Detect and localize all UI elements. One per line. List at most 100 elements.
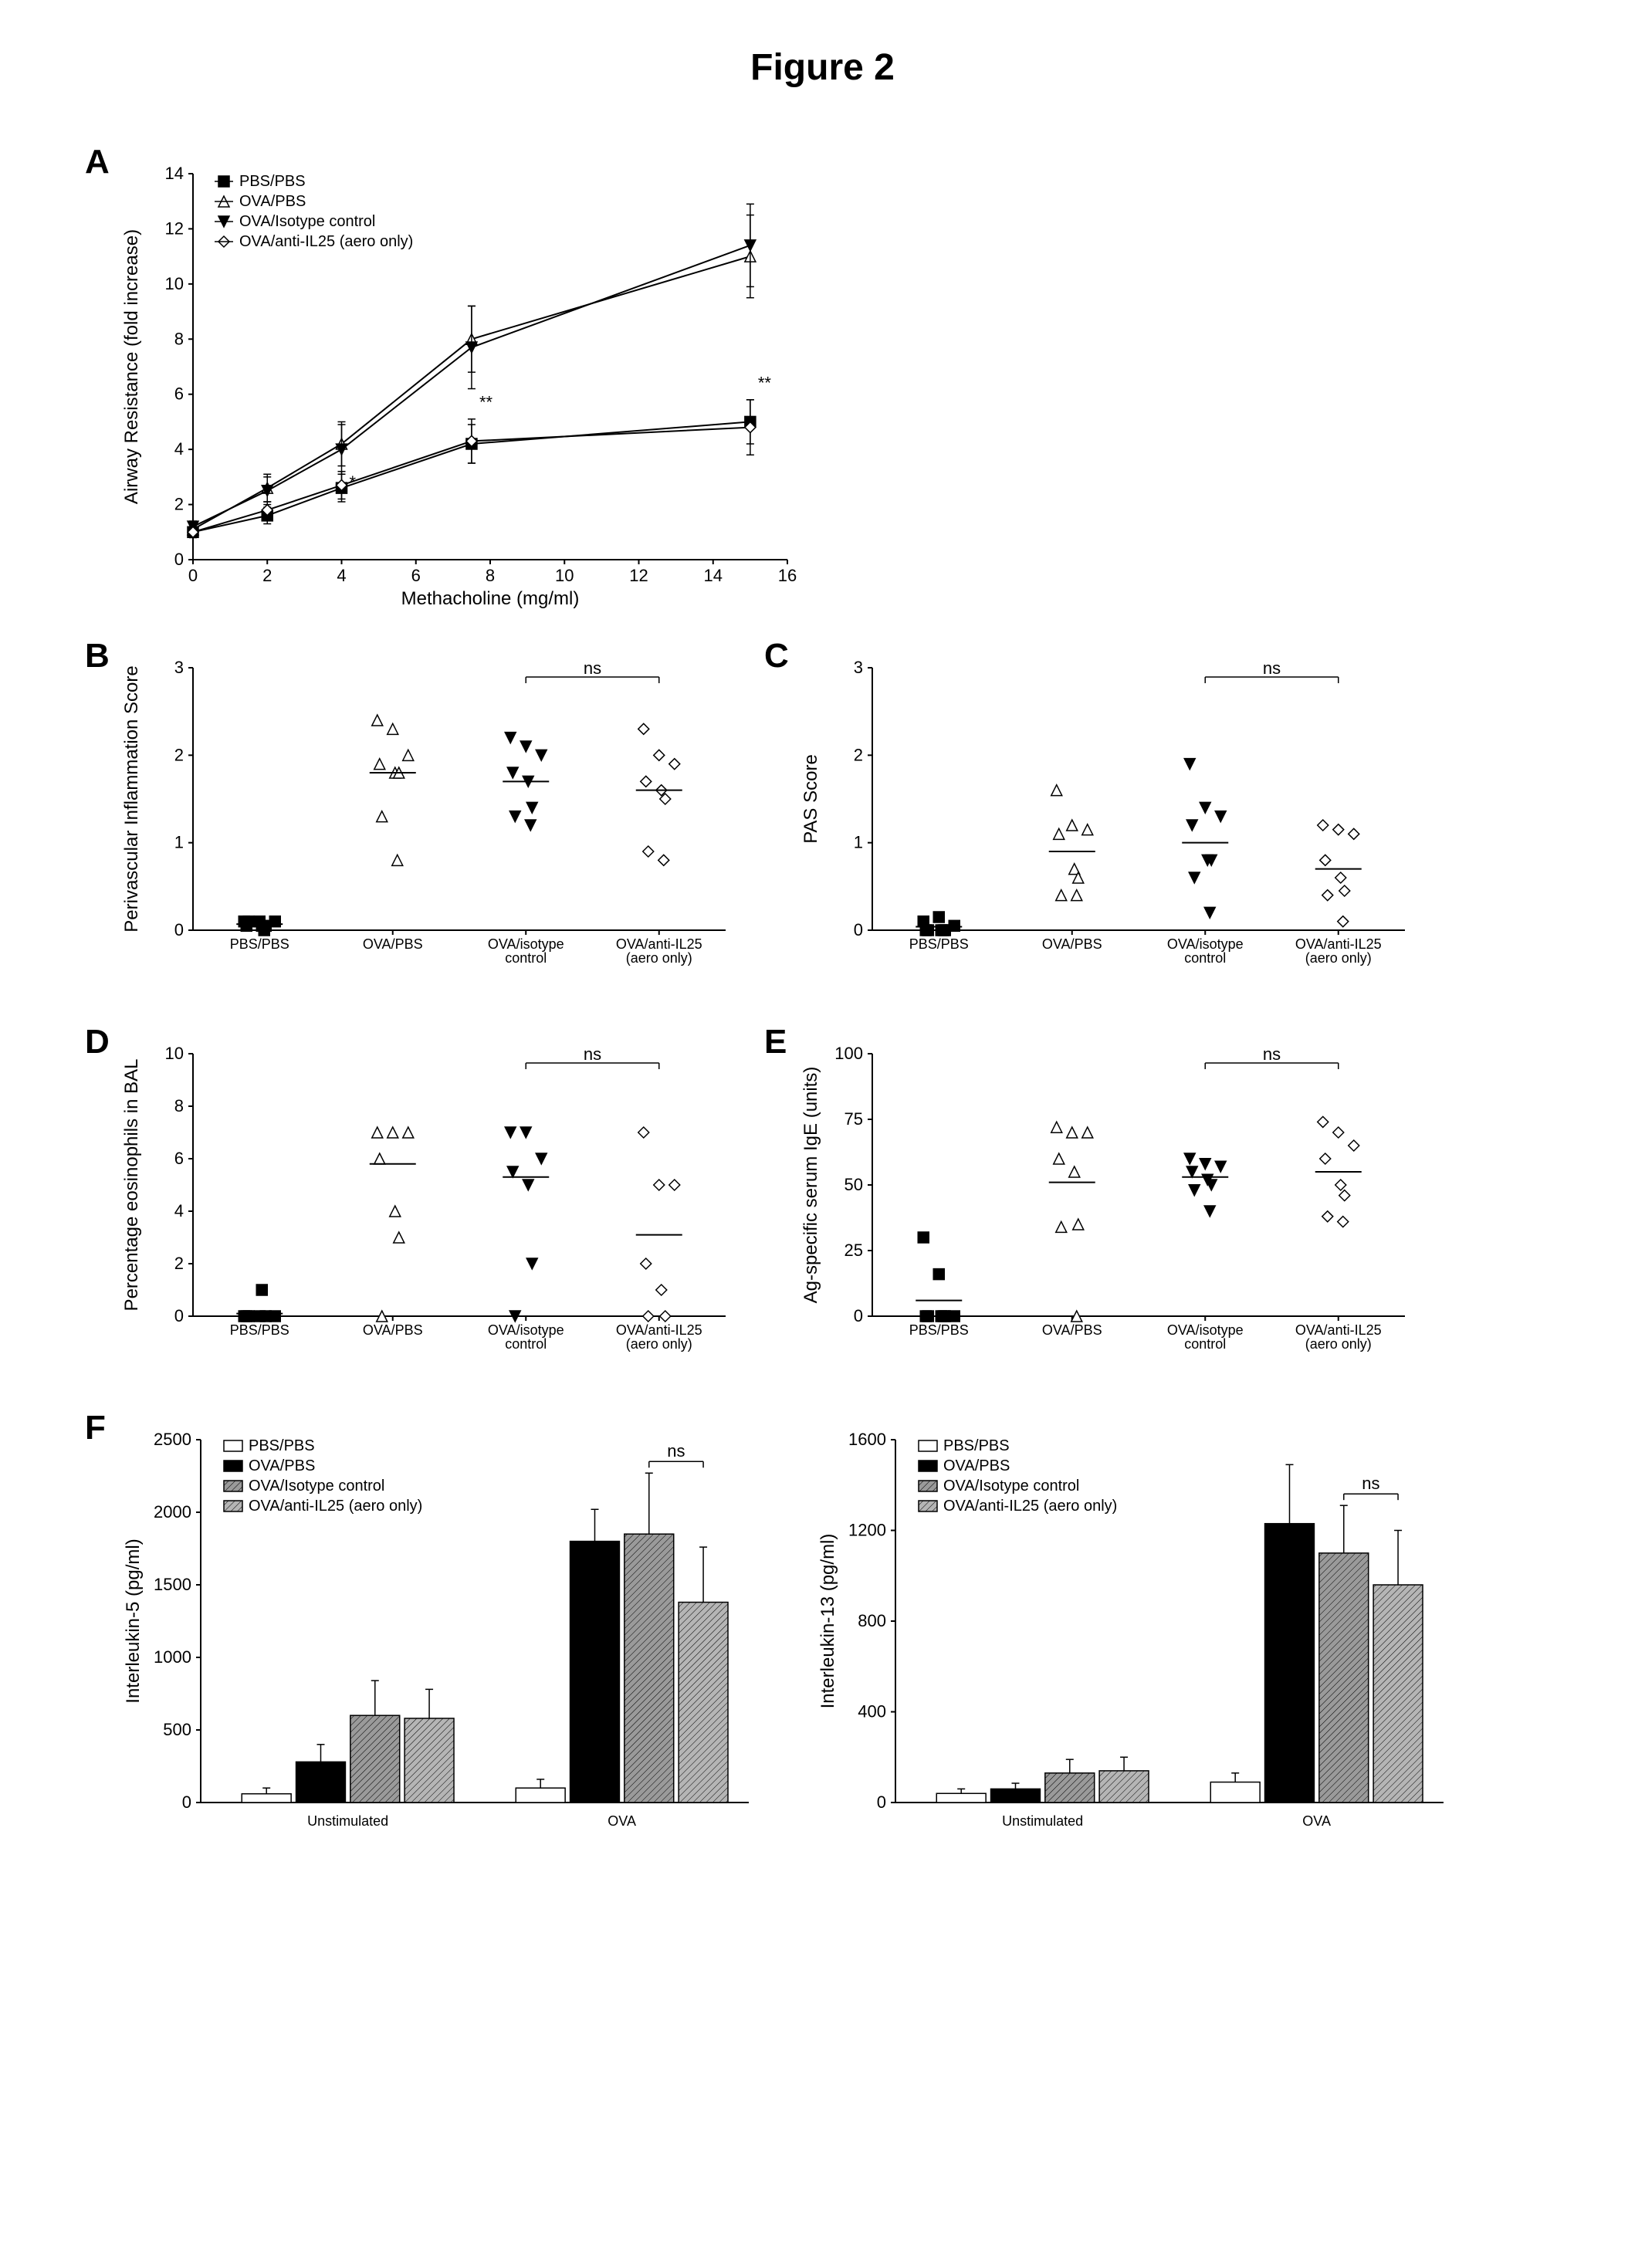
svg-text:OVA/anti-IL25: OVA/anti-IL25 bbox=[1295, 1322, 1382, 1338]
svg-text:1600: 1600 bbox=[848, 1430, 886, 1449]
svg-text:PBS/PBS: PBS/PBS bbox=[249, 1437, 315, 1454]
svg-text:ns: ns bbox=[584, 1044, 601, 1064]
svg-text:**: ** bbox=[758, 374, 772, 393]
svg-text:Percentage eosinophils in BAL: Percentage eosinophils in BAL bbox=[121, 1059, 142, 1312]
svg-text:PBS/PBS: PBS/PBS bbox=[943, 1437, 1010, 1454]
svg-text:OVA/anti-IL25: OVA/anti-IL25 bbox=[616, 1322, 702, 1338]
svg-text:PAS Score: PAS Score bbox=[800, 754, 821, 844]
panel-c-chart: 0 1 2 3 PAS Score PBS/PBS OVA/PBS OVA/isotypeco… bbox=[795, 645, 1428, 1000]
svg-text:OVA/Isotype control: OVA/Isotype control bbox=[239, 213, 375, 230]
panel-d-label: D bbox=[85, 1023, 110, 1061]
svg-text:100: 100 bbox=[834, 1044, 863, 1063]
svg-text:2: 2 bbox=[174, 495, 184, 514]
svg-text:OVA/PBS: OVA/PBS bbox=[1042, 1322, 1102, 1338]
panel-e: E 0255075100Ag-specific serum IgE (units… bbox=[795, 1031, 1428, 1386]
panel-f-left-chart: 05001000150020002500Interleukin-5 (pg/ml… bbox=[116, 1417, 764, 1849]
svg-text:*: * bbox=[350, 472, 357, 492]
svg-text:(aero only): (aero only) bbox=[626, 950, 692, 966]
svg-text:2: 2 bbox=[262, 566, 272, 585]
panel-a-chart: 024681012140246810121416Methacholine (mg… bbox=[116, 151, 811, 614]
svg-text:OVA/isotype: OVA/isotype bbox=[1167, 936, 1244, 952]
panel-c-label: C bbox=[764, 637, 789, 675]
svg-text:Methacholine (mg/ml): Methacholine (mg/ml) bbox=[401, 588, 580, 609]
panel-e-chart: 0255075100Ag-specific serum IgE (units)P… bbox=[795, 1031, 1428, 1386]
svg-text:OVA/PBS: OVA/PBS bbox=[239, 193, 306, 210]
svg-text:OVA/PBS: OVA/PBS bbox=[1042, 936, 1102, 952]
svg-text:1000: 1000 bbox=[154, 1647, 191, 1667]
svg-text:Unstimulated: Unstimulated bbox=[307, 1813, 388, 1829]
svg-text:6: 6 bbox=[174, 384, 184, 404]
svg-text:ns: ns bbox=[584, 658, 601, 678]
svg-text:OVA/isotype: OVA/isotype bbox=[488, 936, 564, 952]
svg-text:OVA/anti-IL25: OVA/anti-IL25 bbox=[616, 936, 702, 952]
svg-text:0: 0 bbox=[854, 1306, 863, 1325]
svg-text:OVA/anti-IL25: OVA/anti-IL25 bbox=[1295, 936, 1382, 952]
svg-text:OVA: OVA bbox=[1302, 1813, 1331, 1829]
svg-text:OVA/PBS: OVA/PBS bbox=[943, 1457, 1010, 1474]
svg-text:0: 0 bbox=[174, 920, 184, 939]
svg-text:PBS/PBS: PBS/PBS bbox=[909, 936, 969, 952]
svg-text:PBS/PBS: PBS/PBS bbox=[230, 1322, 289, 1338]
panel-d: D 0246810Percentage eosinophils in BALPB… bbox=[116, 1031, 749, 1386]
svg-text:ns: ns bbox=[1263, 1044, 1281, 1064]
svg-text:2000: 2000 bbox=[154, 1502, 191, 1522]
svg-text:50: 50 bbox=[845, 1175, 863, 1194]
panel-e-label: E bbox=[764, 1023, 787, 1061]
svg-text:OVA/PBS: OVA/PBS bbox=[363, 1322, 423, 1338]
svg-text:ns: ns bbox=[1362, 1474, 1379, 1493]
svg-text:Interleukin-13 (pg/ml): Interleukin-13 (pg/ml) bbox=[817, 1534, 838, 1709]
svg-text:10: 10 bbox=[555, 566, 574, 585]
svg-text:OVA/isotype: OVA/isotype bbox=[488, 1322, 564, 1338]
svg-text:12: 12 bbox=[629, 566, 648, 585]
svg-text:1: 1 bbox=[174, 833, 184, 852]
figure-title: Figure 2 bbox=[116, 46, 1529, 89]
svg-text:12: 12 bbox=[165, 218, 184, 238]
svg-text:800: 800 bbox=[858, 1611, 886, 1630]
svg-text:1200: 1200 bbox=[848, 1521, 886, 1540]
svg-text:Unstimulated: Unstimulated bbox=[1002, 1813, 1083, 1829]
svg-text:25: 25 bbox=[845, 1241, 863, 1260]
svg-text:8: 8 bbox=[486, 566, 495, 585]
svg-text:PBS/PBS: PBS/PBS bbox=[239, 173, 306, 190]
svg-text:OVA/anti-IL25 (aero only): OVA/anti-IL25 (aero only) bbox=[943, 1498, 1117, 1515]
svg-text:OVA: OVA bbox=[608, 1813, 636, 1829]
svg-text:control: control bbox=[1184, 1336, 1226, 1352]
svg-text:2500: 2500 bbox=[154, 1430, 191, 1449]
svg-text:1: 1 bbox=[854, 833, 863, 852]
panel-b-label: B bbox=[85, 637, 110, 675]
svg-text:Airway Resistance (fold increa: Airway Resistance (fold increase) bbox=[121, 229, 142, 504]
svg-text:400: 400 bbox=[858, 1702, 886, 1721]
svg-text:6: 6 bbox=[411, 566, 421, 585]
svg-text:OVA/anti-IL25 (aero only): OVA/anti-IL25 (aero only) bbox=[249, 1498, 422, 1515]
panel-c: C 0123PAS ScorePBS/PBSOVA/PBSOVA/isotype… bbox=[795, 645, 1428, 1000]
panel-f: F 05001000150020002500Interleukin-5 (pg/… bbox=[116, 1417, 1529, 1849]
panel-b-chart: 0123Perivascular Inflammation ScorePBS/P… bbox=[116, 645, 749, 1000]
svg-text:control: control bbox=[505, 1336, 547, 1352]
svg-text:OVA/PBS: OVA/PBS bbox=[363, 936, 423, 952]
svg-text:0: 0 bbox=[188, 566, 198, 585]
svg-text:3: 3 bbox=[854, 658, 863, 677]
svg-text:0: 0 bbox=[182, 1792, 191, 1812]
panel-a-label: A bbox=[85, 143, 110, 181]
svg-text:Interleukin-5 (pg/ml): Interleukin-5 (pg/ml) bbox=[123, 1539, 144, 1703]
svg-text:OVA/isotype: OVA/isotype bbox=[1167, 1322, 1244, 1338]
svg-text:control: control bbox=[1184, 950, 1226, 966]
svg-text:0: 0 bbox=[877, 1792, 886, 1812]
svg-text:(aero only): (aero only) bbox=[626, 1336, 692, 1352]
panel-d-chart: 0246810Percentage eosinophils in BALPBS/… bbox=[116, 1031, 749, 1386]
svg-text:0: 0 bbox=[174, 550, 184, 569]
svg-text:0: 0 bbox=[854, 920, 863, 939]
svg-text:2: 2 bbox=[174, 1254, 184, 1273]
svg-text:ns: ns bbox=[667, 1441, 685, 1461]
panel-b: B 0123Perivascular Inflammation ScorePBS… bbox=[116, 645, 749, 1000]
svg-text:OVA/PBS: OVA/PBS bbox=[249, 1457, 315, 1474]
svg-text:10: 10 bbox=[165, 274, 184, 293]
svg-text:2: 2 bbox=[854, 745, 863, 764]
svg-text:ns: ns bbox=[1263, 658, 1281, 678]
svg-text:(aero only): (aero only) bbox=[1305, 950, 1372, 966]
svg-text:8: 8 bbox=[174, 1096, 184, 1115]
svg-text:6: 6 bbox=[174, 1149, 184, 1168]
svg-text:75: 75 bbox=[845, 1109, 863, 1129]
panel-a: A 024681012140246810121416Methacholine (… bbox=[116, 151, 811, 614]
svg-text:OVA/anti-IL25 (aero only): OVA/anti-IL25 (aero only) bbox=[239, 233, 413, 250]
